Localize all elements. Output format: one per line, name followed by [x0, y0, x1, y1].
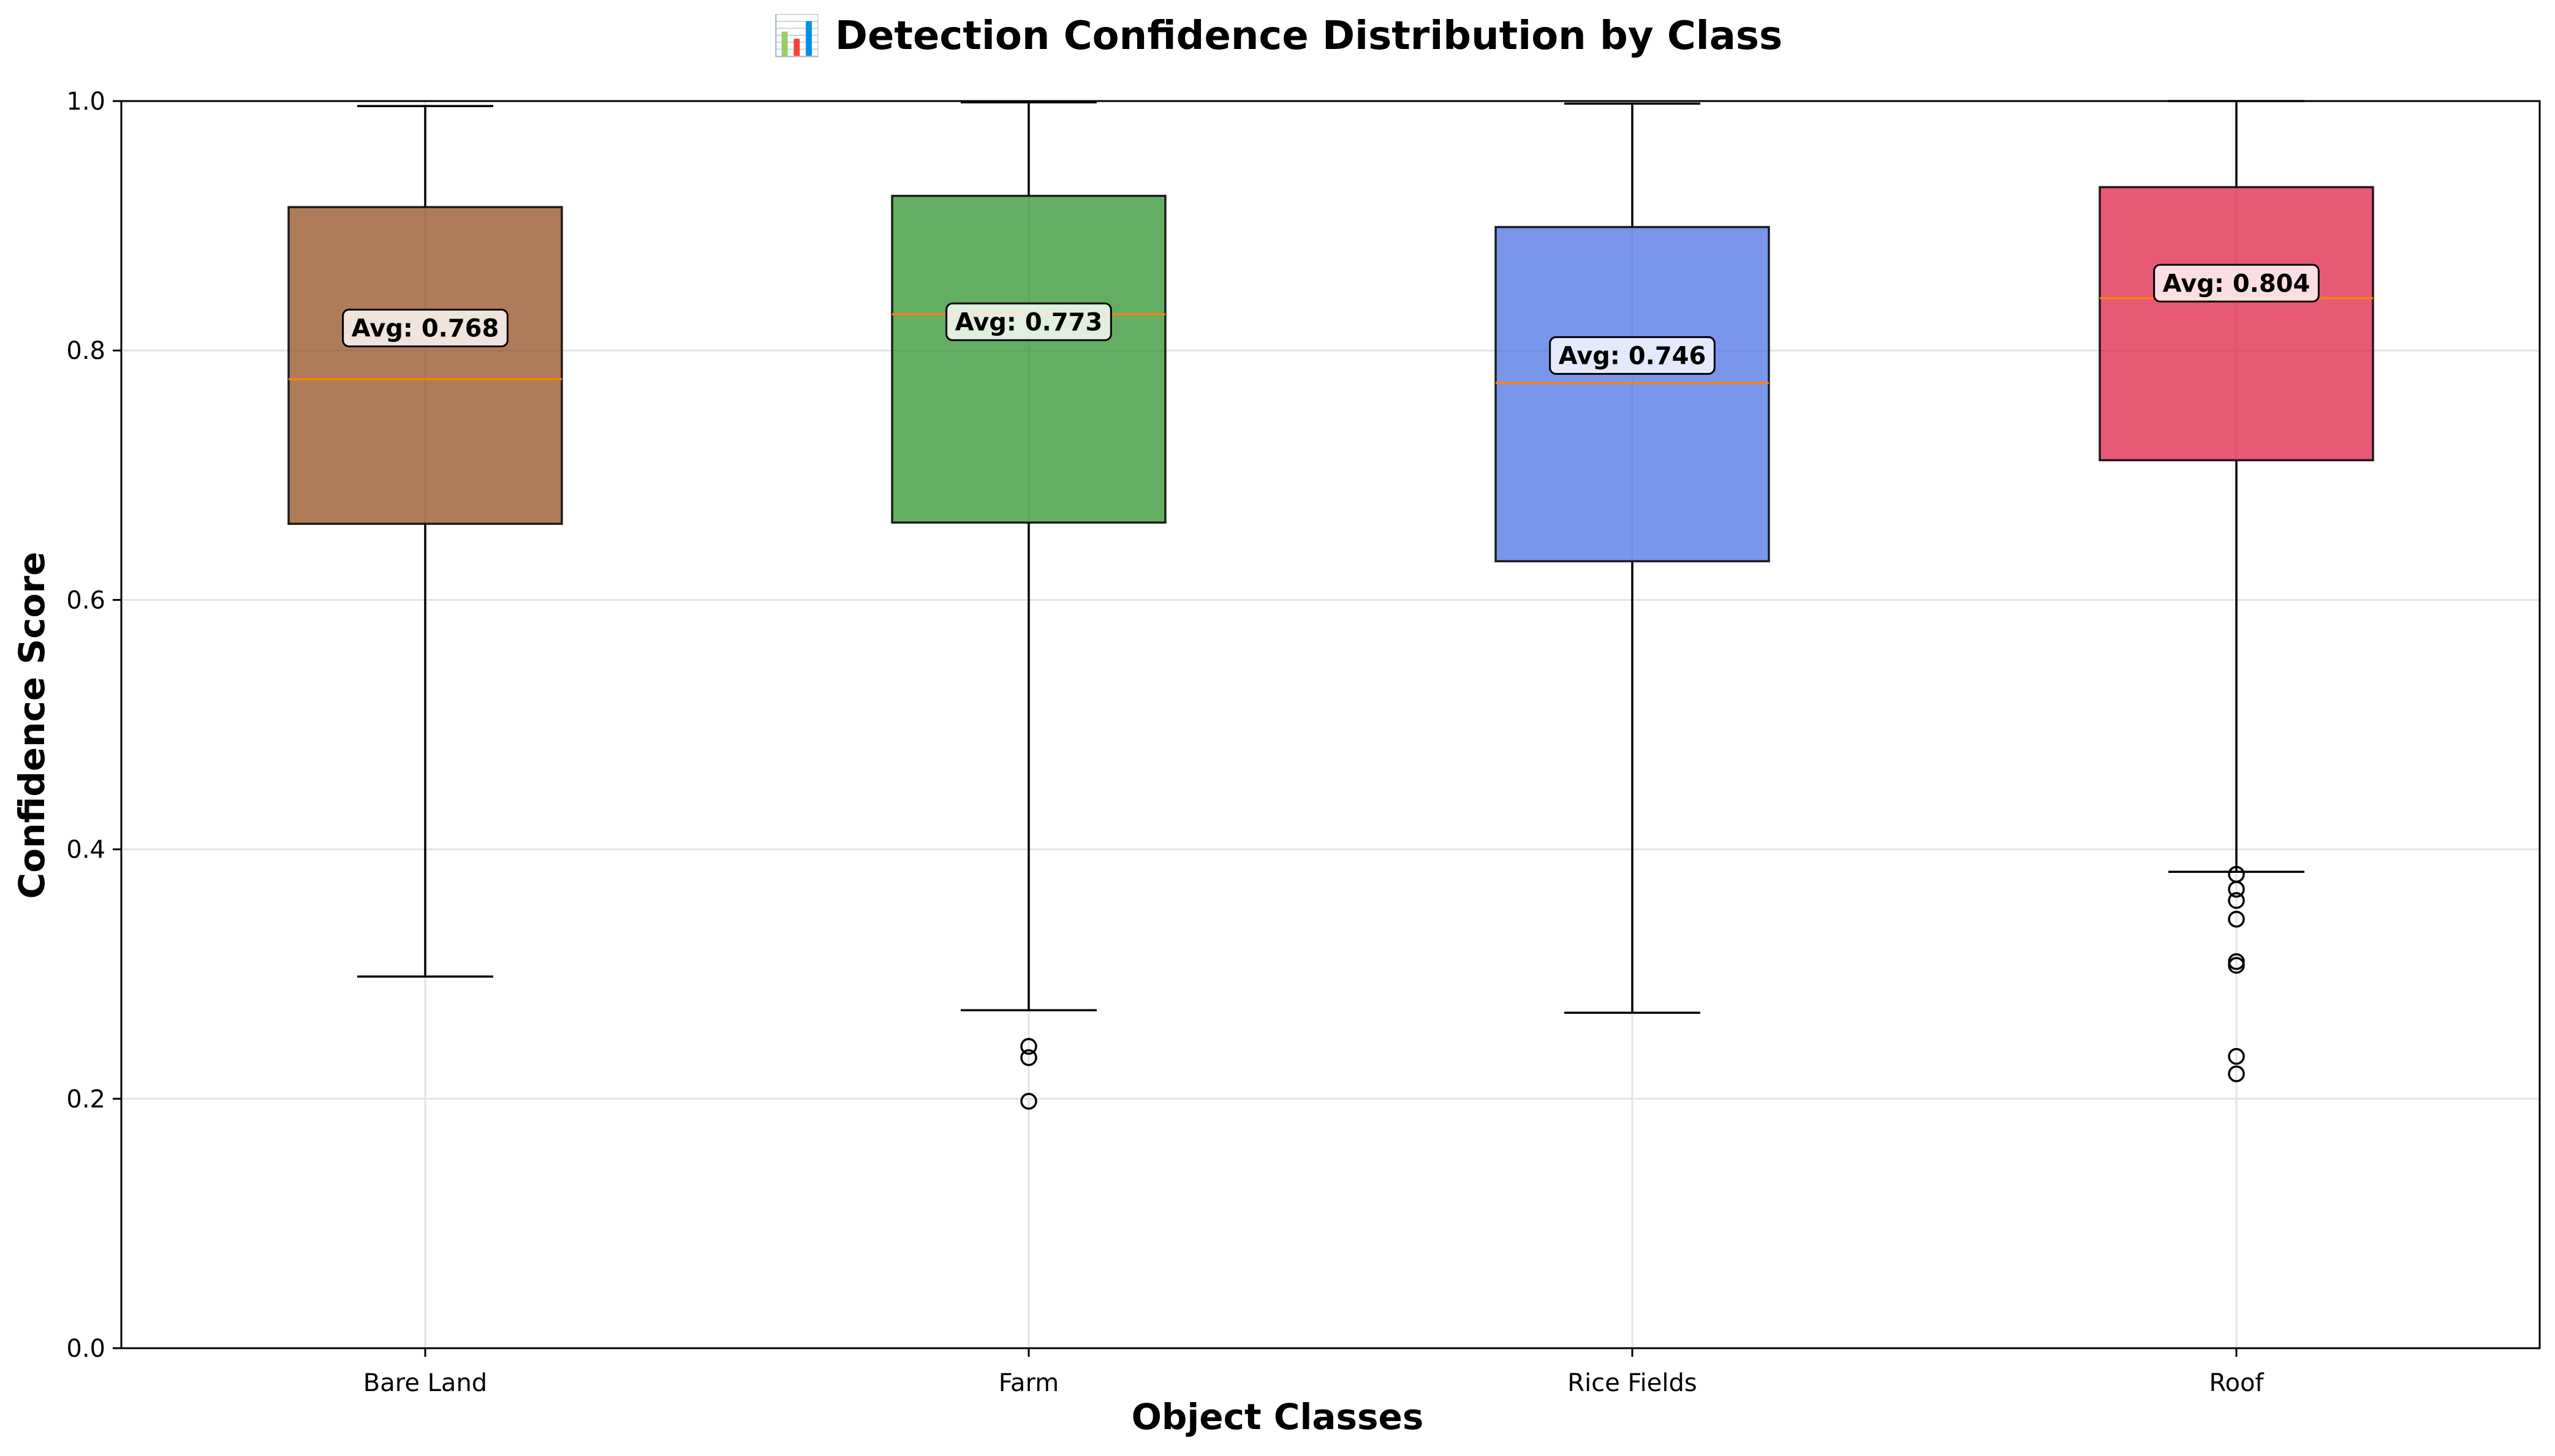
- box-group: Avg: 0.746: [1494, 102, 1770, 1014]
- outlier-point: [2228, 910, 2245, 928]
- outlier-point: [1020, 1093, 1037, 1110]
- outlier-point: [2228, 892, 2245, 909]
- box-iqr: [1494, 225, 1770, 563]
- box-group: Avg: 0.768: [287, 105, 563, 978]
- outlier-point: [2228, 1065, 2245, 1082]
- box-iqr: [2099, 186, 2374, 462]
- y-tick-label: 0.8: [66, 337, 105, 365]
- y-axis-label: Confidence Score: [11, 552, 53, 899]
- outlier-point: [1020, 1038, 1037, 1055]
- box-layer: Avg: 0.768 Avg: 0.773 Avg: 0.746 Avg: 0.804: [287, 100, 2374, 1110]
- avg-label-box: [1549, 336, 1716, 375]
- avg-label-group: Avg: 0.773: [945, 302, 1112, 341]
- box-group: Avg: 0.773: [891, 101, 1167, 1110]
- x-tick-label: Rice Fields: [1567, 1369, 1697, 1397]
- avg-label: Avg: 0.768: [352, 315, 499, 343]
- avg-label-group: Avg: 0.746: [1549, 336, 1716, 375]
- avg-label: Avg: 0.804: [2163, 270, 2311, 298]
- avg-label: Avg: 0.773: [955, 308, 1103, 336]
- y-tick-label: 1.0: [66, 88, 105, 116]
- outlier-point: [2228, 1047, 2245, 1065]
- outlier-point: [2228, 957, 2245, 974]
- avg-label-group: Avg: 0.768: [342, 309, 509, 348]
- y-tick-label: 0.2: [66, 1085, 105, 1114]
- x-tick-label: Farm: [999, 1369, 1059, 1397]
- avg-label-box: [2153, 263, 2320, 303]
- outlier-point: [1020, 1049, 1037, 1066]
- y-tick-label: 0.6: [66, 586, 105, 614]
- y-tick-label: 0.0: [66, 1335, 105, 1363]
- y-tick-label: 0.4: [66, 836, 105, 864]
- box-group: Avg: 0.804: [2099, 100, 2374, 1082]
- avg-label-box: [945, 302, 1112, 341]
- chart-title: 📊 Detection Confidence Distribution by C…: [773, 13, 1782, 59]
- box-iqr: [891, 194, 1167, 524]
- avg-label: Avg: 0.746: [1559, 342, 1706, 370]
- box-iqr: [287, 206, 563, 525]
- x-tick-label: Roof: [2209, 1369, 2264, 1397]
- tick-layer: 0.0 0.2 0.4 0.6 0.8 1.0 Bare Land Farm Rice Fiel…: [66, 88, 2264, 1397]
- plot-frame: [120, 100, 2541, 1349]
- outlier-point: [2228, 881, 2245, 898]
- x-tick-label: Bare Land: [363, 1369, 487, 1397]
- avg-label-group: Avg: 0.804: [2153, 263, 2320, 303]
- x-axis-label: Object Classes: [1132, 1396, 1424, 1438]
- avg-label-box: [342, 309, 509, 348]
